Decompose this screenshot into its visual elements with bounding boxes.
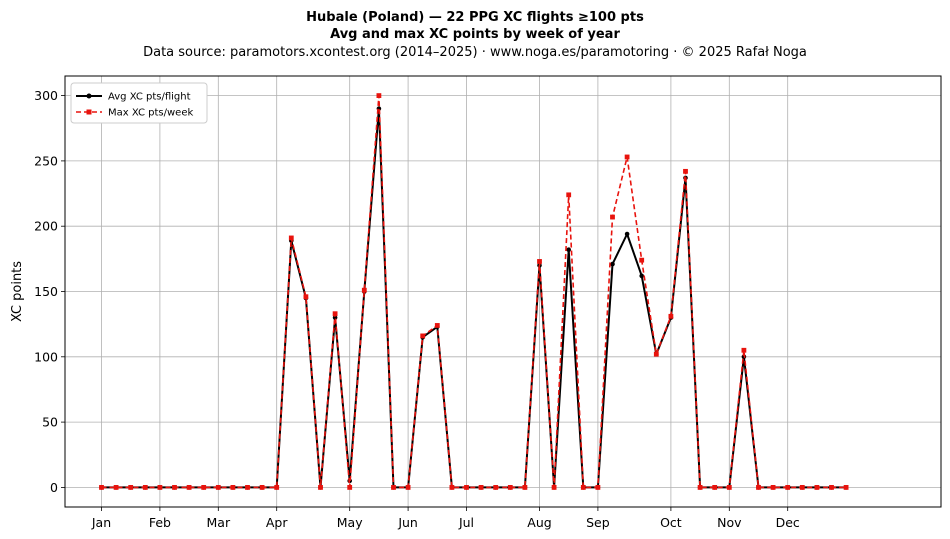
data-point-avg [566, 247, 571, 253]
data-point-avg [624, 231, 630, 237]
data-point-max [566, 192, 572, 198]
data-point-max [274, 485, 280, 490]
data-point-avg [610, 261, 615, 267]
data-point-max [288, 235, 294, 241]
series-layer [99, 93, 849, 490]
axis-ticks: Jan Feb Mar Apr May Jun Jul Aug Sep Oct Nov Dec 0 50 1… [34, 88, 800, 530]
data-point-max [843, 485, 849, 490]
x-tick-label: May [337, 515, 363, 530]
data-point-max [551, 485, 557, 490]
data-point-max [668, 313, 674, 319]
data-point-max [537, 259, 542, 264]
data-point-max [639, 257, 645, 263]
legend-label-max: Max XC pts/week [108, 108, 193, 119]
data-point-max [142, 485, 148, 490]
data-point-max [318, 485, 323, 490]
y-tick-label: 150 [34, 284, 58, 299]
data-point-max [756, 485, 761, 490]
x-tick-label: Sep [586, 515, 610, 530]
legend-label-avg: Avg XC pts/flight [108, 92, 191, 103]
data-point-max [580, 485, 586, 490]
data-point-max [507, 485, 513, 490]
chart-subtitle: Avg and max XC points by week of year [330, 27, 620, 42]
x-tick-label: Feb [149, 515, 171, 530]
legend-box [70, 82, 208, 124]
data-point-max [186, 485, 192, 490]
data-point-max [99, 485, 104, 490]
data-point-max [726, 485, 732, 490]
x-tick-label: Nov [717, 515, 742, 530]
data-point-max [172, 485, 177, 490]
y-tick-label: 300 [34, 88, 58, 103]
series-line-max [101, 94, 847, 489]
x-tick-label: Jul [458, 515, 474, 530]
series-line-avg [101, 107, 847, 489]
data-point-max [332, 311, 338, 317]
data-point-max [376, 93, 382, 98]
data-point-max [128, 485, 134, 490]
data-point-max [624, 154, 630, 160]
data-point-max [201, 485, 207, 490]
data-point-max [303, 294, 309, 300]
data-point-max [653, 351, 659, 357]
grid-lines [65, 76, 941, 507]
x-tick-label: Mar [207, 515, 231, 530]
y-tick-label: 250 [34, 153, 58, 168]
data-point-max [595, 485, 601, 490]
data-point-max [259, 485, 265, 490]
data-point-max [347, 485, 353, 490]
y-tick-label: 100 [34, 349, 58, 364]
data-point-max [464, 485, 469, 490]
data-point-max [478, 485, 484, 490]
chart-title: Hubale (Poland) — 22 PPG XC flights ≥100… [306, 10, 644, 25]
data-point-avg [639, 273, 644, 279]
data-point-max [215, 485, 221, 490]
data-point-max [230, 485, 236, 490]
data-point-max [493, 485, 499, 490]
x-tick-label: Oct [660, 515, 682, 530]
y-tick-label: 50 [42, 415, 58, 430]
data-point-max [770, 485, 776, 490]
x-tick-label: Apr [266, 515, 288, 530]
data-point-max [697, 485, 703, 490]
data-point-max [391, 485, 396, 490]
data-point-max [610, 214, 615, 220]
data-point-max [814, 485, 820, 490]
x-tick-label: Dec [776, 515, 800, 530]
data-point-max [434, 323, 440, 328]
y-tick-label: 200 [34, 219, 58, 234]
legend-marker-avg [86, 93, 92, 99]
x-tick-label: Aug [527, 515, 551, 530]
data-point-max [405, 485, 411, 490]
data-point-max [157, 485, 163, 490]
data-point-max [741, 347, 747, 353]
data-point-max [799, 485, 805, 490]
data-point-max [245, 485, 250, 490]
data-point-max [522, 485, 528, 490]
data-point-max [361, 287, 367, 293]
data-point-max [829, 485, 834, 490]
x-tick-label: Jun [397, 515, 418, 530]
data-point-max [420, 333, 426, 339]
data-point-max [785, 485, 791, 490]
chart-source-line: Data source: paramotors.xcontest.org (20… [143, 45, 807, 60]
data-point-max [712, 485, 718, 490]
legend-marker-max [86, 109, 92, 115]
x-tick-label: Jan [91, 515, 111, 530]
data-point-max [449, 485, 455, 490]
y-axis-label: XC points [10, 261, 25, 322]
y-tick-label: 0 [50, 480, 58, 495]
legend: Avg XC pts/flight Max XC pts/week [70, 82, 208, 124]
data-point-max [683, 168, 688, 174]
data-point-max [113, 485, 119, 490]
